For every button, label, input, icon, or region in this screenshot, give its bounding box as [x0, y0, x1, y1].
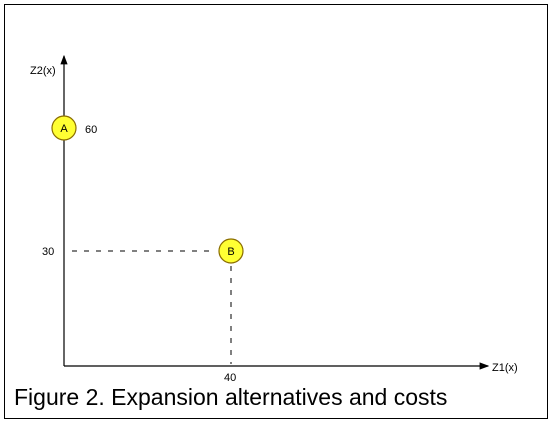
point-a-value-label: 60	[85, 124, 97, 136]
point-b-label: B	[227, 246, 234, 258]
point-b	[218, 238, 244, 264]
point-a-label: A	[60, 123, 68, 135]
figure-frame	[4, 4, 548, 419]
point-a	[51, 115, 77, 141]
x-axis-label: Z1(x)	[492, 362, 518, 374]
y-axis-label: Z2(x)	[30, 65, 56, 77]
figure-caption: Figure 2. Expansion alternatives and cos…	[14, 384, 448, 410]
x-value-label-40: 40	[224, 372, 236, 384]
y-value-label-30: 30	[42, 246, 54, 258]
